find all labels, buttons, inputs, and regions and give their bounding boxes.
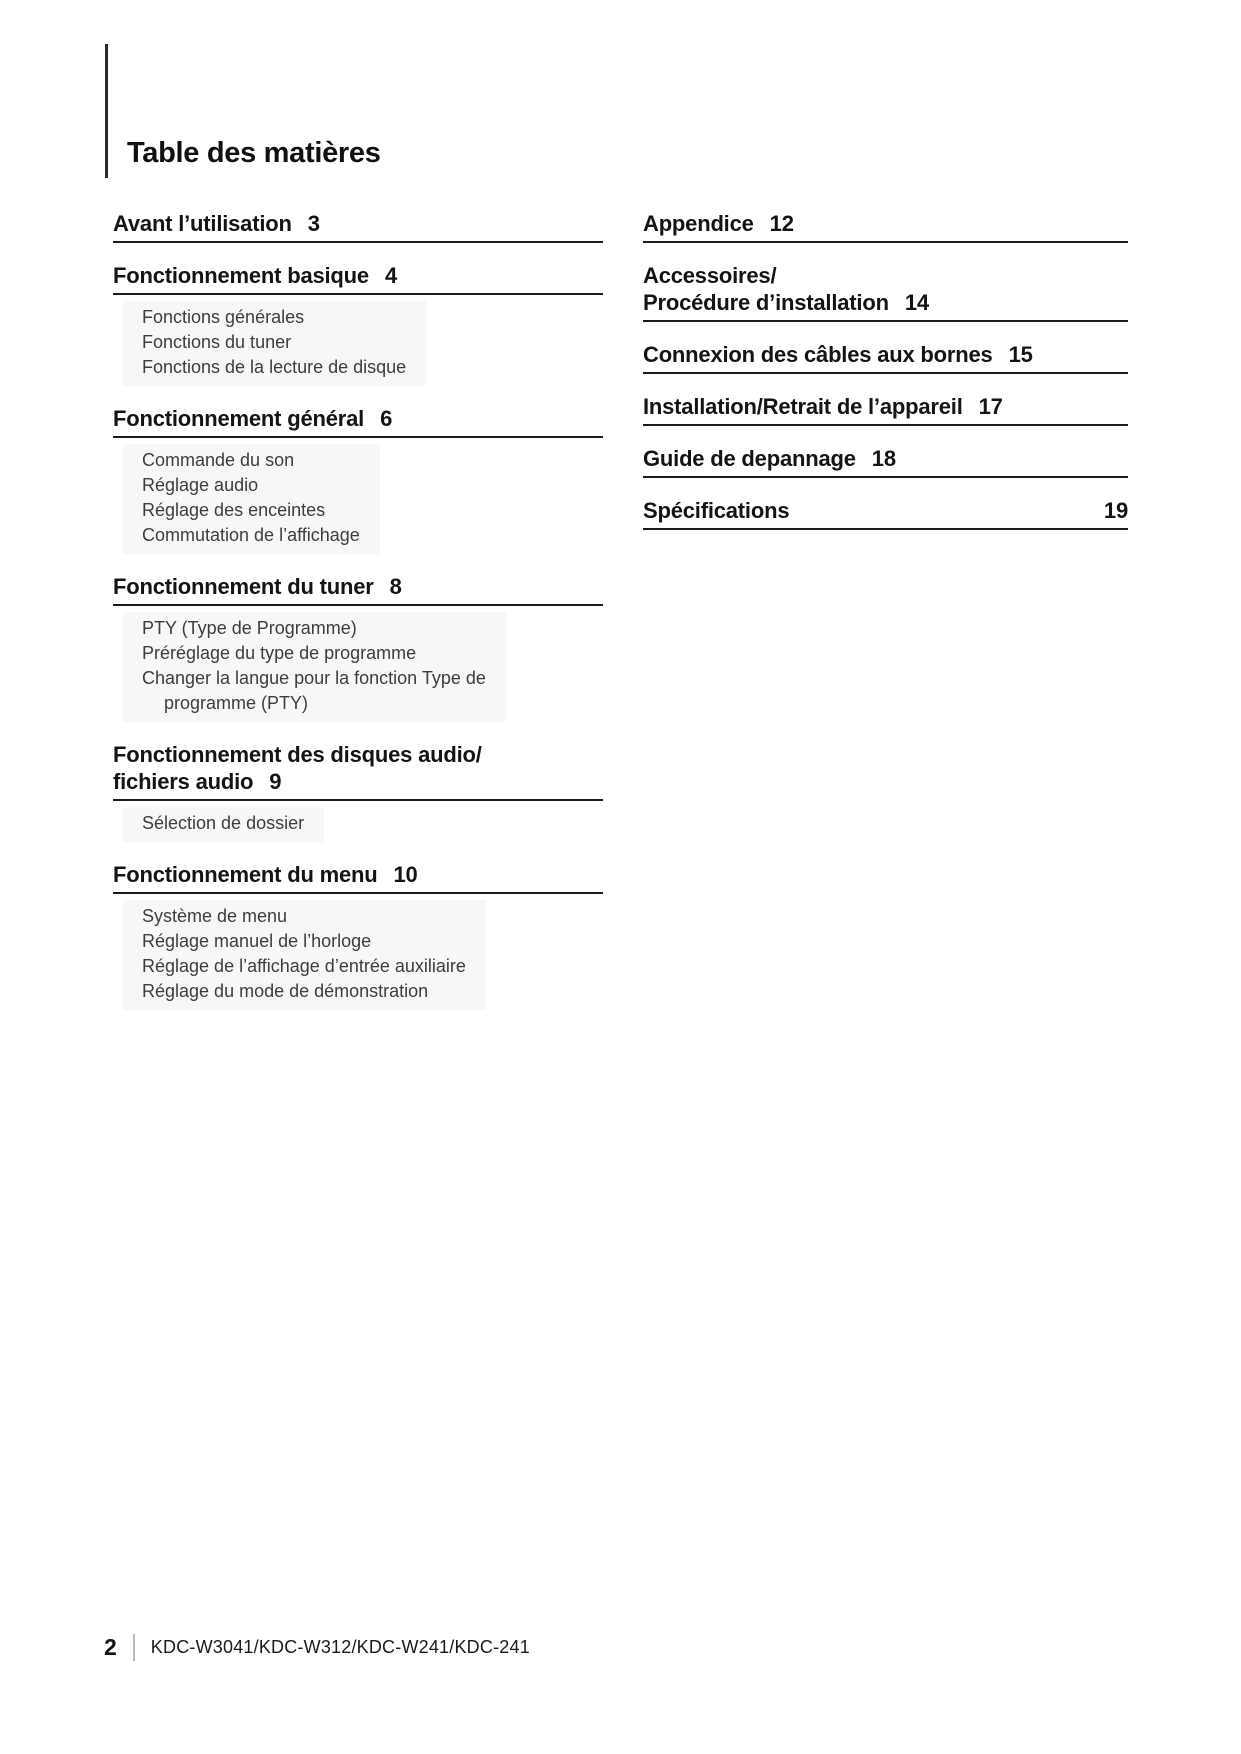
- toc-subitem: PTY (Type de Programme): [142, 618, 357, 638]
- toc-section-accessoires-installation: Accessoires/ Procédure d’installation 14: [643, 262, 1128, 322]
- toc-subitems: Commande du son Réglage audio Réglage de…: [123, 444, 380, 554]
- toc-section-avant-utilisation: Avant l’utilisation 3: [113, 210, 603, 243]
- toc-subitem: Commutation de l’affichage: [142, 525, 360, 545]
- toc-subitem: Réglage audio: [142, 475, 259, 495]
- toc-heading: Fonctionnement des disques audio/ fichie…: [113, 741, 603, 801]
- toc-subitem: Fonctions de la lecture de disque: [142, 357, 407, 377]
- toc-heading: Fonctionnement du tuner 8: [113, 573, 603, 606]
- toc-heading-label: Connexion des câbles aux bornes: [643, 342, 993, 367]
- toc-heading-page: 4: [384, 263, 397, 288]
- toc-section-fonctionnement-basique: Fonctionnement basique 4 Fonctions généra…: [113, 262, 603, 386]
- toc-subitem: Fonctions générales: [142, 307, 305, 327]
- toc-heading-label: Appendice: [643, 211, 754, 236]
- toc-heading-page: 17: [978, 394, 1003, 419]
- toc-heading-label: Fonctionnement du tuner: [113, 574, 374, 599]
- toc-heading: Spécifications 19: [643, 497, 1128, 530]
- toc-subitems: Sélection de dossier: [123, 807, 325, 842]
- toc-subitem: Réglage de l’affichage d’entrée auxiliai…: [142, 956, 466, 976]
- toc-section-specifications: Spécifications 19: [643, 497, 1128, 530]
- toc-subitem: Réglage du mode de démonstration: [142, 981, 429, 1001]
- page-footer: 2 KDC-W3041/KDC-W312/KDC-W241/KDC-241: [104, 1634, 530, 1661]
- toc-heading-label: Fonctionnement du menu: [113, 862, 378, 887]
- toc-section-disques-audio: Fonctionnement des disques audio/ fichie…: [113, 741, 603, 842]
- footer-page-number: 2: [104, 1634, 117, 1660]
- toc-heading-page: 9: [269, 769, 282, 794]
- toc-heading-page: 8: [389, 574, 402, 599]
- toc-heading-label: Fonctionnement général: [113, 406, 365, 431]
- toc-heading-page: 6: [380, 406, 393, 431]
- toc-heading-page: 19: [1103, 498, 1128, 523]
- toc-subitems: PTY (Type de Programme) Préréglage du ty…: [123, 612, 506, 722]
- toc-heading-page: 18: [871, 446, 896, 471]
- toc-heading: Connexion des câbles aux bornes 15: [643, 341, 1128, 374]
- toc-heading: Accessoires/ Procédure d’installation 14: [643, 262, 1128, 322]
- toc-heading-page: 12: [769, 211, 794, 236]
- toc-subitem: Système de menu: [142, 906, 288, 926]
- toc-heading-label: Fonctionnement des disques audio/ fichie…: [113, 742, 482, 794]
- toc-column-left: Avant l’utilisation 3 Fonctionnement basi…: [113, 210, 603, 1010]
- toc-subitem: Sélection de dossier: [142, 813, 305, 833]
- toc-column-right: Appendice 12 Accessoires/ Procédure d’ins…: [643, 210, 1128, 530]
- toc-heading-page: 14: [904, 290, 929, 315]
- toc-heading-label: Guide de depannage: [643, 446, 856, 471]
- toc-subitem: Fonctions du tuner: [142, 332, 292, 352]
- footer-model-names: KDC-W3041/KDC-W312/KDC-W241/KDC-241: [150, 1637, 530, 1657]
- toc-heading: Avant l’utilisation 3: [113, 210, 603, 243]
- page-title: Table des matières: [127, 137, 381, 170]
- toc-heading-page: 3: [307, 211, 320, 236]
- toc-heading: Fonctionnement du menu 10: [113, 861, 603, 894]
- toc-section-connexion-cables: Connexion des câbles aux bornes 15: [643, 341, 1128, 374]
- toc-subitems: Fonctions générales Fonctions du tuner F…: [123, 301, 427, 386]
- toc-heading-label: Avant l’utilisation: [113, 211, 292, 236]
- toc-section-installation-retrait: Installation/Retrait de l’appareil 17: [643, 393, 1128, 426]
- toc-subitem: Préréglage du type de programme: [142, 643, 417, 663]
- toc-section-appendice: Appendice 12: [643, 210, 1128, 243]
- toc-heading: Fonctionnement basique 4: [113, 262, 603, 295]
- toc-heading-label: Accessoires/ Procédure d’installation: [643, 263, 889, 315]
- toc-heading-label: Installation/Retrait de l’appareil: [643, 394, 963, 419]
- toc-heading-page: 10: [393, 862, 418, 887]
- toc-subitem: Réglage des enceintes: [142, 500, 326, 520]
- toc-section-fonctionnement-du-tuner: Fonctionnement du tuner 8 PTY (Type de Pr…: [113, 573, 603, 722]
- toc-heading-label: Spécifications: [643, 498, 790, 523]
- toc-section-fonctionnement-general: Fonctionnement général 6 Commande du son …: [113, 405, 603, 554]
- toc-heading: Guide de depannage 18: [643, 445, 1128, 478]
- toc-subitems: Système de menu Réglage manuel de l’horl…: [123, 900, 486, 1010]
- toc-heading: Appendice 12: [643, 210, 1128, 243]
- toc-subitem: Changer la langue pour la fonction Type …: [142, 668, 486, 713]
- toc-subitem: Réglage manuel de l’horloge: [142, 931, 372, 951]
- toc-heading-label: Fonctionnement basique: [113, 263, 369, 288]
- footer-divider: [132, 1634, 135, 1661]
- toc-section-fonctionnement-du-menu: Fonctionnement du menu 10 Système de menu…: [113, 861, 603, 1010]
- title-accent-bar: [105, 44, 108, 178]
- toc-heading-page: 15: [1008, 342, 1033, 367]
- toc-section-guide-depannage: Guide de depannage 18: [643, 445, 1128, 478]
- toc-heading: Fonctionnement général 6: [113, 405, 603, 438]
- toc-subitem: Commande du son: [142, 450, 295, 470]
- toc-heading: Installation/Retrait de l’appareil 17: [643, 393, 1128, 426]
